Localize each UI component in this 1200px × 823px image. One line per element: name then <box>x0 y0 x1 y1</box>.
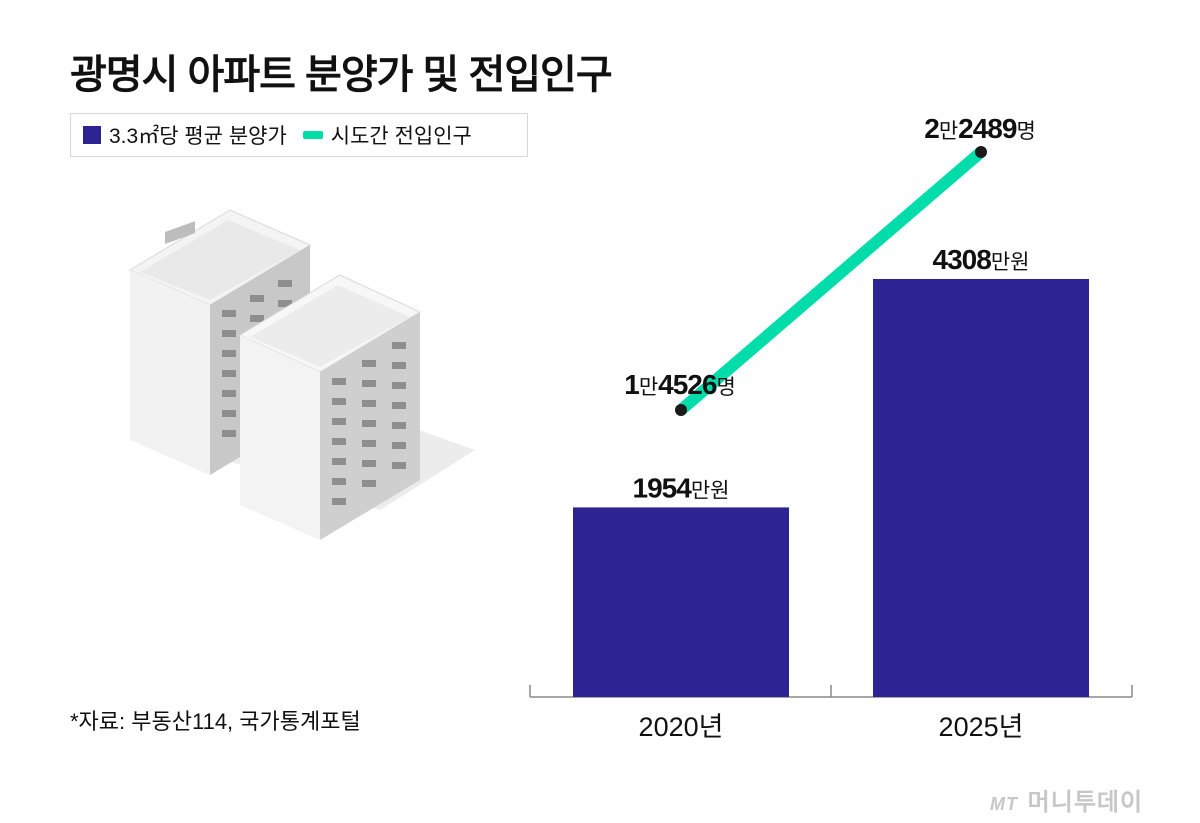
legend-line-swatch <box>302 131 323 139</box>
legend-line-label: 시도간 전입인구 <box>330 125 472 148</box>
building-front-icon <box>238 274 422 540</box>
line-point-1 <box>975 146 987 158</box>
apartment-buildings-illustration <box>128 209 475 540</box>
source-note: *자료: 부동산114, 국가통계포털 <box>70 709 361 734</box>
line-value-label-1: 2만2489명 <box>924 113 1036 144</box>
x-tick-label-0: 2020년 <box>639 712 724 742</box>
line-series-segment <box>677 147 985 415</box>
bar-value-label-0: 1954만원 <box>633 472 730 503</box>
bar-value-label-1: 4308만원 <box>933 244 1030 275</box>
building-back-icon <box>128 209 312 475</box>
chart-title: 광명시 아파트 분양가 및 전입인구 <box>70 53 613 97</box>
bar-0 <box>573 507 789 697</box>
logo-text: 머니투데이 <box>1027 789 1144 816</box>
legend: 3.3㎡당 평균 분양가 시도간 전입인구 <box>70 113 528 157</box>
publisher-logo: MT 머니투데이 <box>990 782 1143 817</box>
bar-1 <box>873 279 1089 697</box>
x-tick-label-1: 2025년 <box>939 712 1024 742</box>
line-point-0 <box>675 404 687 416</box>
legend-bar-swatch <box>83 126 101 144</box>
logo-mark: MT <box>990 794 1018 814</box>
legend-bar-label: 3.3㎡당 평균 분양가 <box>109 125 287 148</box>
line-value-label-0: 1만4526명 <box>624 369 736 400</box>
